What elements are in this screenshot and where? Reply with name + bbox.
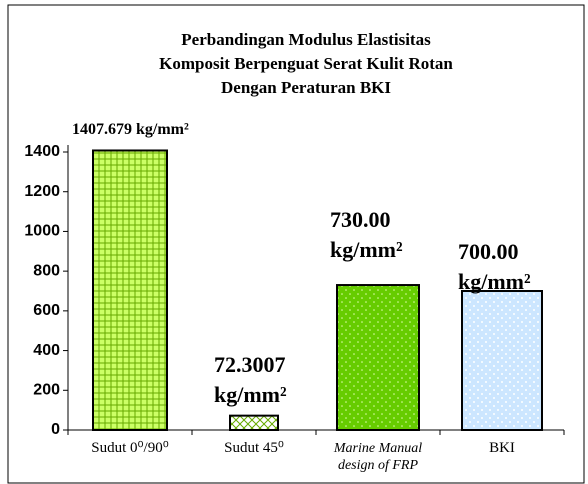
x-tick-label: Marine Manual design of FRP [333, 441, 423, 473]
value-label: 730.00 kg/mm² [330, 207, 403, 263]
chart-title: Perbandingan Modulus Elastisitas [181, 30, 431, 49]
bar [461, 290, 543, 431]
x-tick-label: Sudut 45⁰ [224, 440, 284, 456]
x-tick-label: BKI [489, 440, 515, 456]
x-tick-label: Sudut 0⁰/90⁰ [91, 440, 169, 456]
bar [92, 149, 168, 432]
bar [229, 414, 279, 432]
value-label: 700.00 kg/mm² [458, 239, 531, 294]
chart-title: Dengan Peraturan BKI [221, 78, 391, 97]
value-label: 1407.679 kg/mm² [72, 121, 189, 139]
y-tick-label: 600 [33, 302, 60, 319]
bar [336, 284, 420, 431]
frame [7, 4, 585, 484]
value-label: 72.3007 kg/mm² [214, 351, 287, 407]
y-tick-label: 1000 [24, 223, 60, 240]
y-tick-label: 0 [51, 421, 60, 438]
y-tick-label: 200 [33, 382, 60, 399]
chart-title: Komposit Berpenguat Serat Kulit Rotan [159, 54, 453, 73]
y-tick-label: 1400 [24, 143, 60, 160]
y-tick-label: 1200 [24, 183, 60, 200]
y-tick-label: 400 [33, 342, 60, 359]
y-tick-label: 800 [33, 262, 60, 279]
